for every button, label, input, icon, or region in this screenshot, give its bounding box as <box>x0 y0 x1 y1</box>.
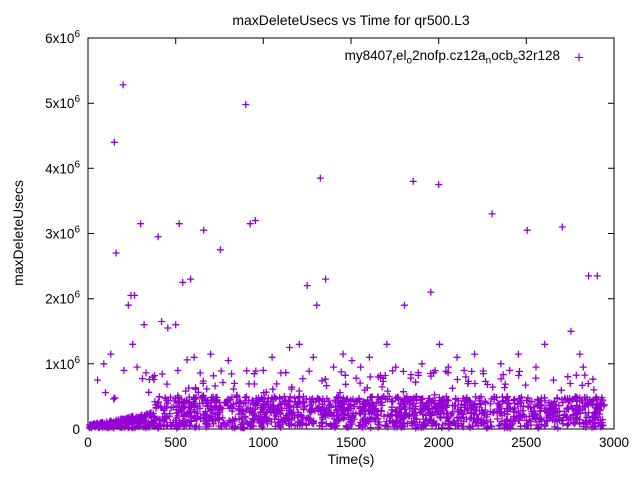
svg-text:4x106: 4x106 <box>45 159 80 176</box>
chart-title: maxDeleteUsecs vs Time for qr500.L3 <box>232 12 470 28</box>
legend-label: my8407relo2nofp.cz12anocbc32r128 <box>344 48 561 67</box>
svg-text:6x106: 6x106 <box>45 29 80 46</box>
svg-text:500: 500 <box>164 435 187 450</box>
legend: my8407relo2nofp.cz12anocbc32r128 + <box>345 48 584 67</box>
svg-text:0: 0 <box>84 435 92 450</box>
svg-text:1000: 1000 <box>248 435 278 450</box>
svg-text:2x106: 2x106 <box>45 290 80 307</box>
svg-text:3x106: 3x106 <box>45 225 80 242</box>
legend-marker-icon: + <box>574 47 584 67</box>
svg-text:1x106: 1x106 <box>45 355 80 372</box>
svg-text:3000: 3000 <box>599 435 629 450</box>
svg-text:0: 0 <box>72 422 80 437</box>
svg-text:2500: 2500 <box>511 435 541 450</box>
svg-text:2000: 2000 <box>424 435 454 450</box>
x-axis-label: Time(s) <box>327 451 375 467</box>
svg-text:5x106: 5x106 <box>45 94 80 111</box>
svg-text:1500: 1500 <box>336 435 366 450</box>
